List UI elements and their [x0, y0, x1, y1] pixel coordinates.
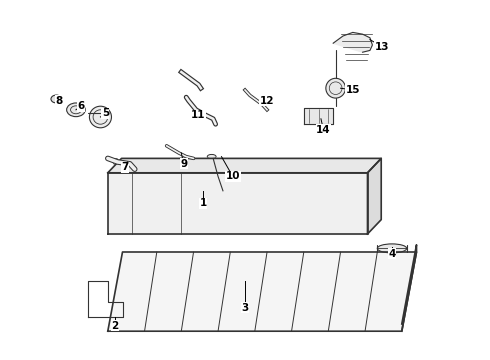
Ellipse shape — [89, 106, 112, 128]
Text: 4: 4 — [388, 249, 396, 259]
Text: 8: 8 — [55, 96, 62, 106]
Ellipse shape — [326, 78, 345, 98]
Text: 12: 12 — [260, 96, 274, 106]
Polygon shape — [402, 245, 416, 331]
Ellipse shape — [157, 159, 186, 168]
Text: 10: 10 — [225, 171, 240, 181]
Ellipse shape — [207, 154, 216, 159]
Text: 13: 13 — [375, 42, 390, 52]
Text: 3: 3 — [242, 303, 248, 313]
Text: 9: 9 — [180, 159, 187, 169]
Text: 1: 1 — [200, 198, 207, 208]
Polygon shape — [368, 158, 381, 234]
Ellipse shape — [51, 95, 62, 103]
Ellipse shape — [267, 163, 292, 171]
Ellipse shape — [377, 244, 407, 253]
Text: 6: 6 — [77, 101, 84, 111]
Polygon shape — [108, 158, 381, 173]
Text: 5: 5 — [102, 108, 109, 118]
Text: 11: 11 — [191, 110, 206, 120]
Polygon shape — [333, 32, 372, 52]
Polygon shape — [304, 108, 333, 124]
Ellipse shape — [67, 103, 85, 117]
Polygon shape — [108, 252, 416, 331]
Text: 15: 15 — [345, 85, 360, 95]
Text: 14: 14 — [316, 125, 331, 135]
Text: 2: 2 — [112, 321, 119, 331]
Polygon shape — [108, 173, 368, 234]
Text: 7: 7 — [121, 162, 129, 172]
